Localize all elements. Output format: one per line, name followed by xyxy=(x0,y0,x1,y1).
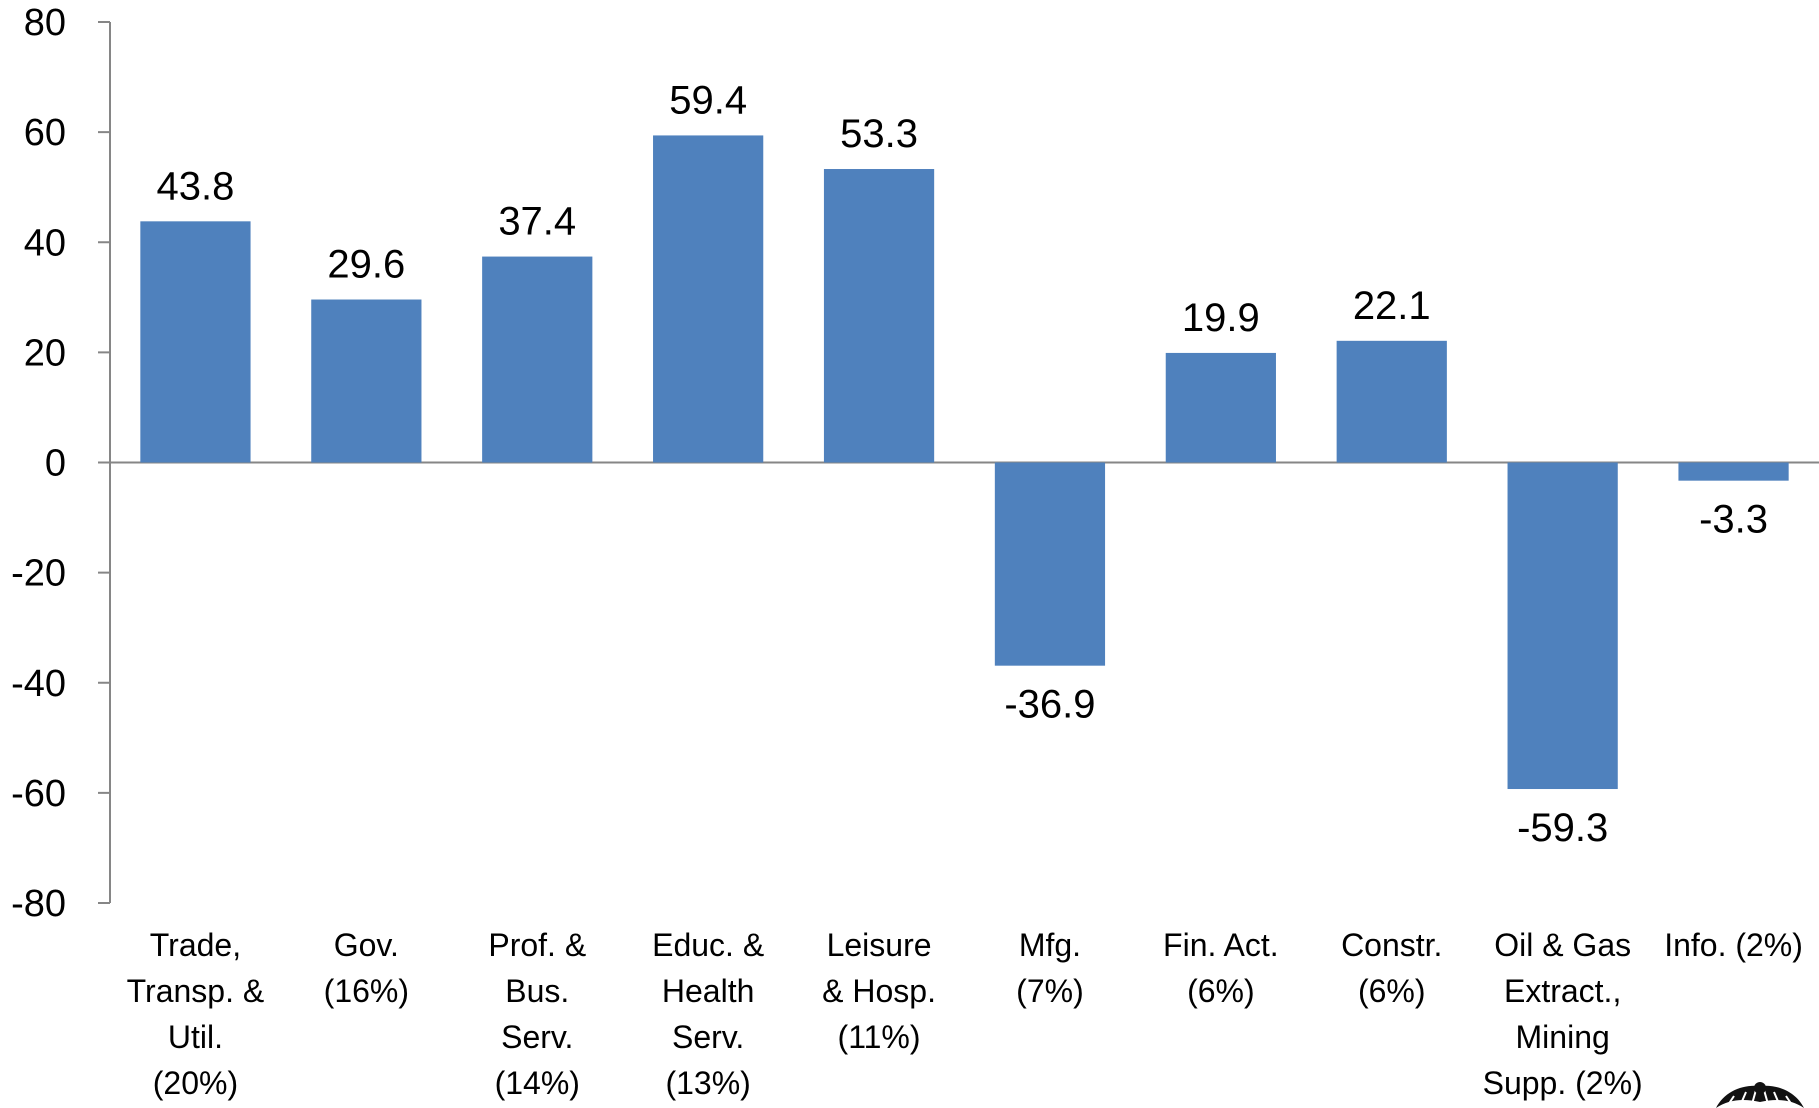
data-labels: 43.8 29.6 37.4 59.4 53.3 -36.9 19.9 22.1 -59.3 -3… xyxy=(157,78,1768,850)
category-label: & Hosp. xyxy=(822,973,936,1009)
category-label: (14%) xyxy=(495,1065,580,1101)
category-label: Mfg. xyxy=(1019,927,1081,963)
data-label: -3.3 xyxy=(1699,498,1768,542)
bar xyxy=(653,135,764,463)
category-label: Oil & Gas xyxy=(1494,927,1631,963)
bar xyxy=(140,221,251,463)
data-label: -36.9 xyxy=(1004,683,1095,727)
category-label: (16%) xyxy=(324,973,409,1009)
category-label: Mining xyxy=(1516,1019,1610,1055)
data-label: 43.8 xyxy=(157,164,235,208)
y-tick-label: -20 xyxy=(11,553,66,595)
bars xyxy=(140,135,1789,790)
bar xyxy=(1678,462,1789,481)
data-label: 29.6 xyxy=(327,243,405,287)
eagle-seal-icon xyxy=(1716,1082,1804,1108)
category-label: Transp. & xyxy=(127,973,265,1009)
category-label: Extract., xyxy=(1504,973,1621,1009)
data-label: 59.4 xyxy=(669,78,747,122)
y-tick-label: -80 xyxy=(11,883,66,925)
category-label: (11%) xyxy=(838,1019,921,1055)
y-tick-labels: 80 60 40 20 0 -20 -40 -60 -80 xyxy=(11,2,66,925)
category-label: (20%) xyxy=(153,1065,238,1101)
data-label: 22.1 xyxy=(1353,284,1431,328)
category-label: (7%) xyxy=(1016,973,1084,1009)
bar xyxy=(994,462,1106,666)
bar xyxy=(311,299,422,463)
category-label: Serv. xyxy=(501,1019,573,1055)
category-labels: Trade, Transp. & Util. (20%) Gov. (16%) Prof. … xyxy=(127,927,1803,1101)
data-label: -59.3 xyxy=(1517,806,1608,850)
category-label: Educ. & xyxy=(652,927,764,963)
category-label: Supp. (2%) xyxy=(1483,1065,1643,1101)
y-tick-label: -60 xyxy=(11,773,66,815)
bar xyxy=(1507,462,1618,790)
data-label: 53.3 xyxy=(840,112,918,156)
bar xyxy=(1165,352,1276,463)
y-tick-label: 0 xyxy=(45,443,66,485)
bar xyxy=(482,256,593,463)
category-label: Serv. xyxy=(672,1019,744,1055)
category-label: Leisure xyxy=(827,927,932,963)
category-label: Fin. Act. xyxy=(1163,927,1279,963)
category-label: Constr. xyxy=(1341,927,1442,963)
category-label: Bus. xyxy=(505,973,569,1009)
y-tick-label: -40 xyxy=(11,663,66,705)
category-label: Info. (2%) xyxy=(1664,927,1803,963)
category-label: Util. xyxy=(168,1019,223,1055)
category-label: (6%) xyxy=(1187,973,1255,1009)
category-label: (13%) xyxy=(665,1065,750,1101)
category-label: Health xyxy=(662,973,755,1009)
y-tick-label: 80 xyxy=(24,2,66,44)
y-tick-label: 60 xyxy=(24,112,66,154)
bar xyxy=(823,169,935,463)
y-tick-label: 20 xyxy=(24,332,66,374)
category-label: (6%) xyxy=(1358,973,1426,1009)
bar xyxy=(1336,340,1447,463)
data-label: 37.4 xyxy=(498,200,576,244)
data-label: 19.9 xyxy=(1182,296,1260,340)
category-label: Gov. xyxy=(334,927,399,963)
category-label: Trade, xyxy=(150,927,241,963)
y-tick-label: 40 xyxy=(24,222,66,264)
category-label: Prof. & xyxy=(488,927,586,963)
